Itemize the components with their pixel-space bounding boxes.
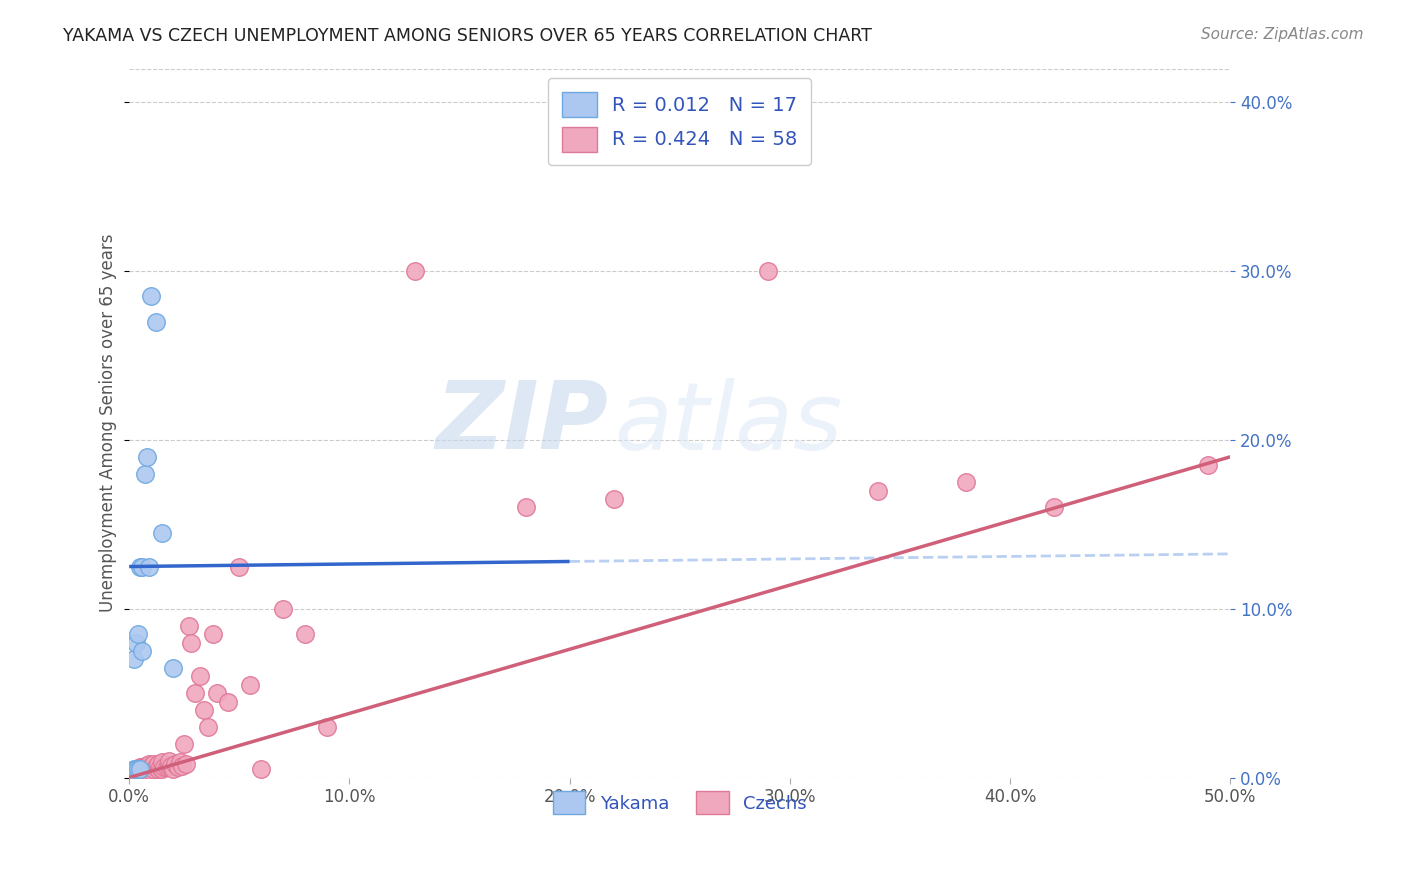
- Point: [602, 491, 624, 506]
- Point: [141, 758, 163, 772]
- Point: [141, 764, 163, 778]
- Point: [184, 686, 207, 700]
- Point: [134, 467, 156, 481]
- Point: [125, 635, 148, 649]
- Point: [138, 757, 160, 772]
- Point: [127, 762, 149, 776]
- Y-axis label: Unemployment Among Seniors over 65 years: Unemployment Among Seniors over 65 years: [100, 234, 117, 612]
- Point: [166, 760, 188, 774]
- Point: [135, 764, 157, 778]
- Point: [316, 720, 339, 734]
- Point: [142, 757, 165, 772]
- Point: [193, 703, 215, 717]
- Point: [150, 762, 173, 776]
- Point: [188, 669, 211, 683]
- Point: [129, 765, 152, 780]
- Point: [250, 762, 273, 776]
- Point: [294, 627, 316, 641]
- Point: [145, 760, 167, 774]
- Point: [1197, 458, 1219, 473]
- Text: atlas: atlas: [613, 377, 842, 468]
- Point: [125, 765, 148, 780]
- Point: [131, 764, 153, 778]
- Point: [135, 758, 157, 772]
- Point: [141, 289, 163, 303]
- Point: [129, 760, 152, 774]
- Point: [122, 762, 145, 776]
- Point: [756, 264, 779, 278]
- Point: [217, 695, 239, 709]
- Point: [134, 758, 156, 772]
- Point: [131, 760, 153, 774]
- Point: [127, 762, 149, 776]
- Point: [177, 618, 200, 632]
- Point: [239, 678, 262, 692]
- Point: [173, 737, 195, 751]
- Point: [134, 764, 156, 778]
- Point: [515, 500, 537, 515]
- Point: [169, 756, 191, 770]
- Point: [135, 450, 157, 464]
- Text: Source: ZipAtlas.com: Source: ZipAtlas.com: [1201, 27, 1364, 42]
- Text: ZIP: ZIP: [436, 377, 609, 469]
- Point: [176, 757, 198, 772]
- Point: [207, 686, 229, 700]
- Point: [170, 758, 193, 772]
- Point: [1043, 500, 1066, 515]
- Point: [165, 757, 187, 772]
- Point: [142, 762, 165, 776]
- Point: [129, 762, 152, 776]
- Point: [122, 652, 145, 666]
- Point: [150, 756, 173, 770]
- Point: [153, 760, 176, 774]
- Point: [160, 758, 183, 772]
- Point: [125, 762, 148, 776]
- Point: [146, 762, 169, 776]
- Point: [131, 559, 153, 574]
- Point: [155, 760, 177, 774]
- Point: [228, 559, 250, 574]
- Point: [138, 559, 160, 574]
- Text: YAKAMA VS CZECH UNEMPLOYMENT AMONG SENIORS OVER 65 YEARS CORRELATION CHART: YAKAMA VS CZECH UNEMPLOYMENT AMONG SENIO…: [63, 27, 872, 45]
- Point: [197, 720, 219, 734]
- Point: [180, 635, 202, 649]
- Point: [146, 757, 169, 772]
- Point: [157, 758, 180, 772]
- Point: [162, 661, 184, 675]
- Point: [866, 483, 889, 498]
- Point: [162, 762, 184, 776]
- Point: [129, 559, 152, 574]
- Point: [122, 764, 145, 778]
- Point: [405, 264, 427, 278]
- Point: [149, 760, 172, 774]
- Point: [201, 627, 224, 641]
- Point: [138, 762, 160, 776]
- Point: [273, 601, 295, 615]
- Point: [150, 525, 173, 540]
- Point: [955, 475, 977, 490]
- Point: [127, 627, 149, 641]
- Point: [131, 644, 153, 658]
- Point: [145, 315, 167, 329]
- Legend: Yakama, Czechs: Yakama, Czechs: [541, 780, 817, 825]
- Point: [157, 754, 180, 768]
